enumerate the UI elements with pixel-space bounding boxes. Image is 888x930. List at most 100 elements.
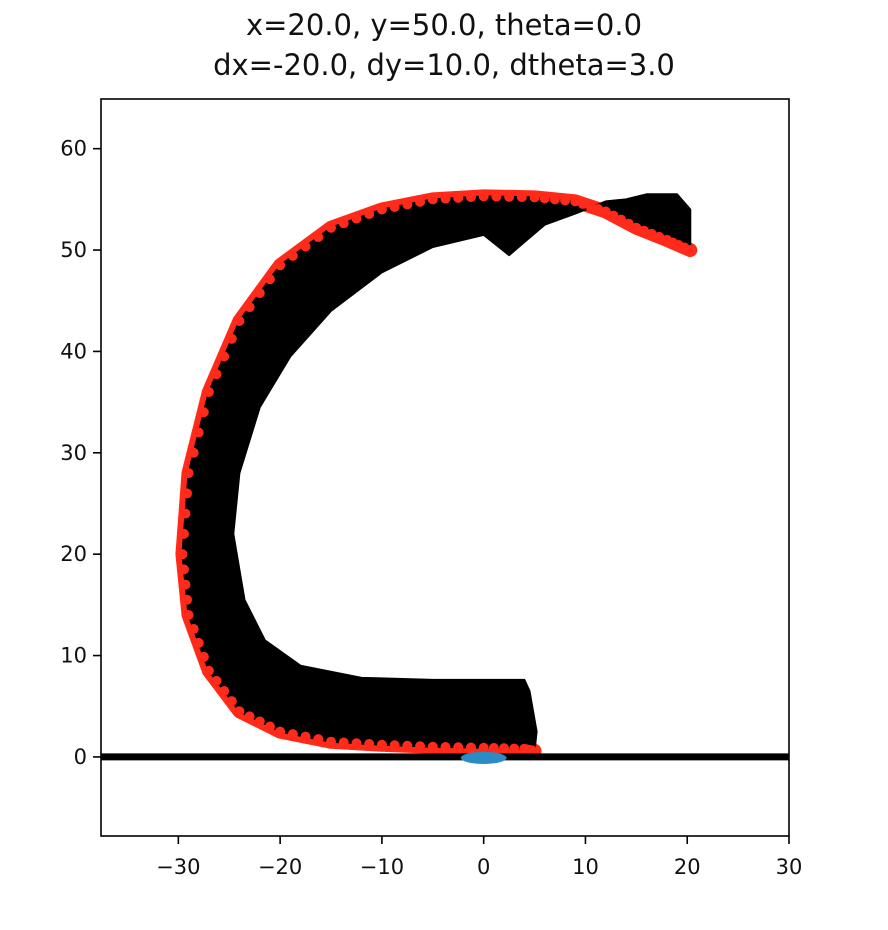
trajectory-outer-point	[326, 736, 337, 747]
trajectory-outer-point	[504, 191, 515, 202]
trajectory-outer-point	[226, 333, 237, 344]
trajectory-outer-point	[203, 665, 214, 676]
chart-title-line-2: dx=-20.0, dy=10.0, dtheta=3.0	[213, 48, 675, 82]
chart-title-line-1: x=20.0, y=50.0, theta=0.0	[245, 8, 643, 42]
trajectory-outer-point	[313, 232, 324, 243]
trajectory-outer-point	[234, 706, 245, 717]
trajectory-outer-point	[499, 743, 510, 754]
trajectory-outer-point	[178, 564, 189, 575]
y-tick-label: 40	[60, 339, 87, 363]
trajectory-outer-point	[287, 729, 298, 740]
trajectory-outer-point	[593, 203, 604, 214]
trajectory-outer-point	[440, 193, 451, 204]
trajectory-outer-point	[182, 488, 192, 499]
y-tick-label: 30	[60, 441, 87, 465]
trajectory-outer-point	[183, 468, 194, 479]
trajectory-outer-point	[427, 194, 438, 205]
y-tick-label: 60	[60, 137, 87, 161]
data-layer	[101, 189, 789, 765]
trajectory-outer-point	[183, 610, 194, 621]
trajectory-outer-point	[188, 623, 199, 634]
x-tick-label: −30	[156, 855, 200, 879]
target-marker	[460, 751, 507, 765]
trajectory-outer-point	[488, 743, 499, 754]
trajectory-outer-point	[389, 740, 400, 751]
trajectory-outer-point	[376, 739, 387, 750]
trajectory-outer-point	[539, 193, 550, 204]
trajectory-outer-point	[313, 734, 324, 745]
trajectory-outer-point	[287, 250, 298, 261]
trajectory-outer-point	[180, 579, 191, 590]
trajectory-outer-point	[177, 549, 188, 560]
trajectory-outer-point	[570, 196, 581, 207]
trajectory-outer-point	[244, 302, 255, 313]
trajectory-outer-point	[193, 637, 204, 648]
trajectory-outer-point	[549, 194, 560, 205]
trajectory-outer-point	[364, 209, 375, 220]
trajectory-outer-point	[275, 726, 286, 737]
x-tick-label: 20	[674, 855, 701, 879]
trajectory-outer-point	[631, 222, 642, 233]
trajectory-outer-point	[193, 427, 204, 438]
trajectory-outer-point	[623, 218, 634, 229]
trajectory-outer-point	[577, 198, 588, 209]
axes-frame	[100, 98, 790, 837]
trajectory-outer-point	[616, 214, 627, 225]
trajectory-outer-point	[491, 191, 502, 202]
trajectory-outer-point	[453, 742, 464, 753]
trajectory-outer-point	[415, 196, 426, 207]
trajectory-outer-point	[427, 741, 438, 752]
trajectory-outer-point	[402, 740, 413, 751]
trajectory-outer-point	[188, 447, 199, 458]
trajectory-outer-point	[338, 737, 349, 748]
trajectory-outer-point	[338, 218, 349, 229]
trajectory-outer-point	[211, 369, 222, 380]
trajectory-outer-point	[203, 386, 214, 397]
trajectory-outer-point	[638, 225, 649, 236]
x-tick-label: 30	[776, 855, 803, 879]
data-marks	[101, 189, 789, 765]
trajectory-outer-point	[351, 213, 362, 224]
trajectory-outer-point	[389, 201, 400, 212]
trajectory-outer-point	[219, 351, 230, 362]
trajectory-outer-point	[478, 191, 489, 202]
trajectory-outer-point	[608, 210, 619, 221]
trajectory-swept-region	[181, 193, 692, 752]
x-tick-label: −20	[258, 855, 302, 879]
trajectory-outer-point	[264, 721, 275, 732]
x-tick-label: −10	[360, 855, 404, 879]
trajectory-outer-point	[527, 745, 538, 756]
trajectory-outer-point	[402, 199, 413, 210]
trajectory-outer-point	[351, 738, 362, 749]
y-tick-label: 20	[60, 542, 87, 566]
trajectory-outer-point	[198, 651, 209, 662]
trajectory-outer-point	[234, 316, 245, 327]
trajectory-outer-point	[646, 228, 657, 239]
y-tick-label: 10	[60, 644, 87, 668]
trajectory-outer-point	[219, 686, 230, 697]
x-axis: −30 −20 −10 0 10 20 30	[156, 836, 802, 879]
trajectory-outer-point	[560, 195, 571, 206]
trajectory-outer-point	[516, 192, 527, 203]
trajectory-outer-point	[600, 206, 611, 217]
trajectory-outer-point	[415, 741, 426, 752]
y-tick-label: 0	[74, 745, 87, 769]
trajectory-outer-point	[244, 711, 255, 722]
x-tick-label: 0	[477, 855, 490, 879]
trajectory-outer-point	[178, 528, 189, 539]
trajectory-outer-point	[478, 742, 489, 753]
trajectory-outer-point	[254, 716, 265, 727]
trajectory-outer-point	[182, 594, 192, 605]
trajectory-outer-point	[585, 201, 596, 212]
y-tick-label: 50	[60, 238, 87, 262]
trajectory-outer-point	[440, 742, 451, 753]
trajectory-outer-point	[211, 675, 222, 686]
trajectory-outer-point	[326, 222, 337, 233]
trajectory-outer-point	[376, 204, 387, 215]
trajectory-outer-point	[300, 731, 311, 742]
trajectory-outer-point	[254, 288, 265, 299]
y-axis: 0 10 20 30 40 50 60	[60, 137, 101, 769]
x-tick-label: 10	[572, 855, 599, 879]
